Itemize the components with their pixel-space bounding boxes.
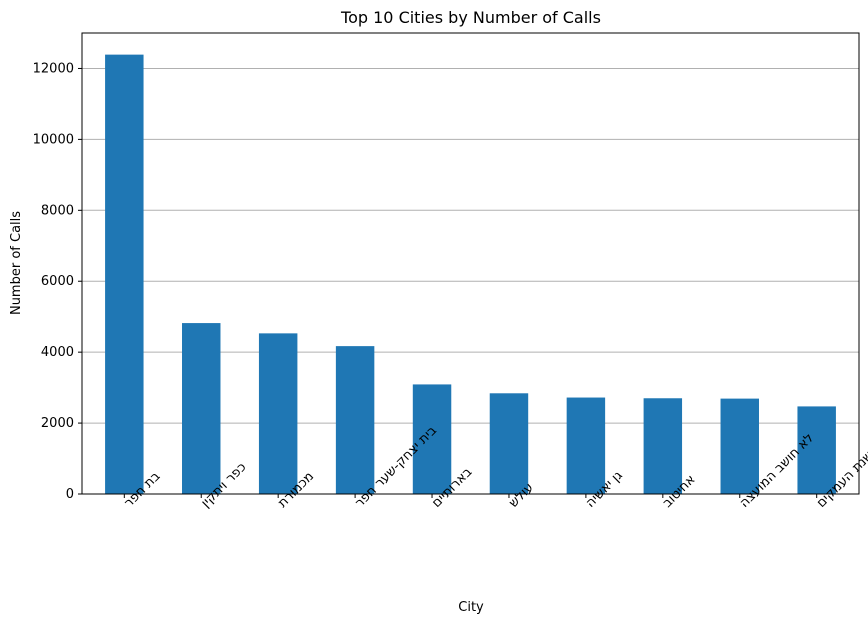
x-axis-title: City bbox=[458, 600, 484, 615]
bar bbox=[797, 406, 836, 494]
bar bbox=[489, 393, 529, 494]
bar bbox=[643, 398, 683, 494]
bars bbox=[105, 54, 836, 495]
bar bbox=[566, 397, 606, 494]
bar bbox=[182, 323, 221, 494]
bar bbox=[258, 333, 298, 494]
bar bbox=[720, 398, 759, 494]
plot-frame bbox=[81, 32, 860, 495]
y-tick-label: 2000 bbox=[41, 416, 74, 431]
y-tick-label: 0 bbox=[66, 487, 74, 502]
y-tick-label: 4000 bbox=[41, 345, 74, 360]
y-axis-title: Number of Calls bbox=[9, 211, 24, 315]
chart-title: Top 10 Cities by Number of Calls bbox=[340, 8, 601, 27]
y-tick-label: 10000 bbox=[33, 132, 74, 147]
y-tick-label: 8000 bbox=[41, 203, 74, 218]
y-axis: 0 2000 4000 6000 8000 10000 12000 bbox=[33, 61, 82, 502]
bar bbox=[335, 346, 375, 494]
bar bbox=[412, 384, 452, 494]
bar bbox=[105, 54, 144, 495]
y-tick-label: 6000 bbox=[41, 274, 74, 289]
y-tick-label: 12000 bbox=[33, 61, 74, 76]
